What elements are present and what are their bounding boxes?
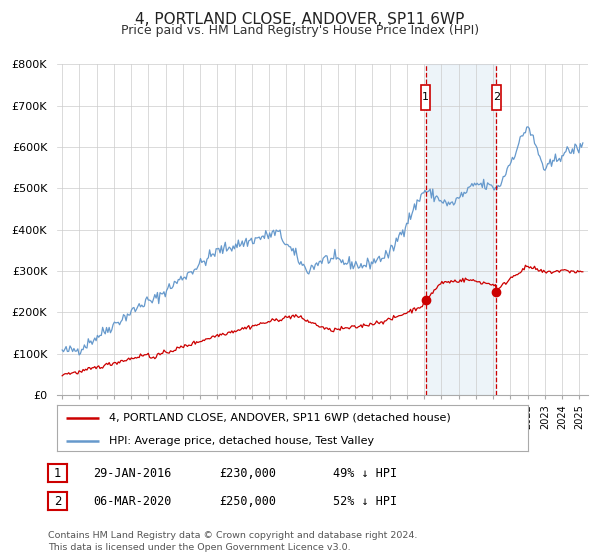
Text: HPI: Average price, detached house, Test Valley: HPI: Average price, detached house, Test…	[109, 436, 374, 446]
Text: £250,000: £250,000	[219, 494, 276, 508]
Text: 1: 1	[422, 92, 429, 102]
Text: £230,000: £230,000	[219, 466, 276, 480]
Text: 2: 2	[493, 92, 500, 102]
Text: 1: 1	[54, 466, 61, 480]
Text: 29-JAN-2016: 29-JAN-2016	[93, 466, 172, 480]
Text: 2: 2	[54, 494, 61, 508]
FancyBboxPatch shape	[491, 85, 501, 110]
Text: 49% ↓ HPI: 49% ↓ HPI	[333, 466, 397, 480]
FancyBboxPatch shape	[421, 85, 430, 110]
Text: Price paid vs. HM Land Registry's House Price Index (HPI): Price paid vs. HM Land Registry's House …	[121, 24, 479, 36]
Text: This data is licensed under the Open Government Licence v3.0.: This data is licensed under the Open Gov…	[48, 543, 350, 552]
Bar	[425, 64, 496, 395]
Text: 4, PORTLAND CLOSE, ANDOVER, SP11 6WP: 4, PORTLAND CLOSE, ANDOVER, SP11 6WP	[136, 12, 464, 27]
Text: 4, PORTLAND CLOSE, ANDOVER, SP11 6WP (detached house): 4, PORTLAND CLOSE, ANDOVER, SP11 6WP (de…	[109, 413, 451, 423]
Text: Contains HM Land Registry data © Crown copyright and database right 2024.: Contains HM Land Registry data © Crown c…	[48, 531, 418, 540]
Text: 52% ↓ HPI: 52% ↓ HPI	[333, 494, 397, 508]
Text: 06-MAR-2020: 06-MAR-2020	[93, 494, 172, 508]
